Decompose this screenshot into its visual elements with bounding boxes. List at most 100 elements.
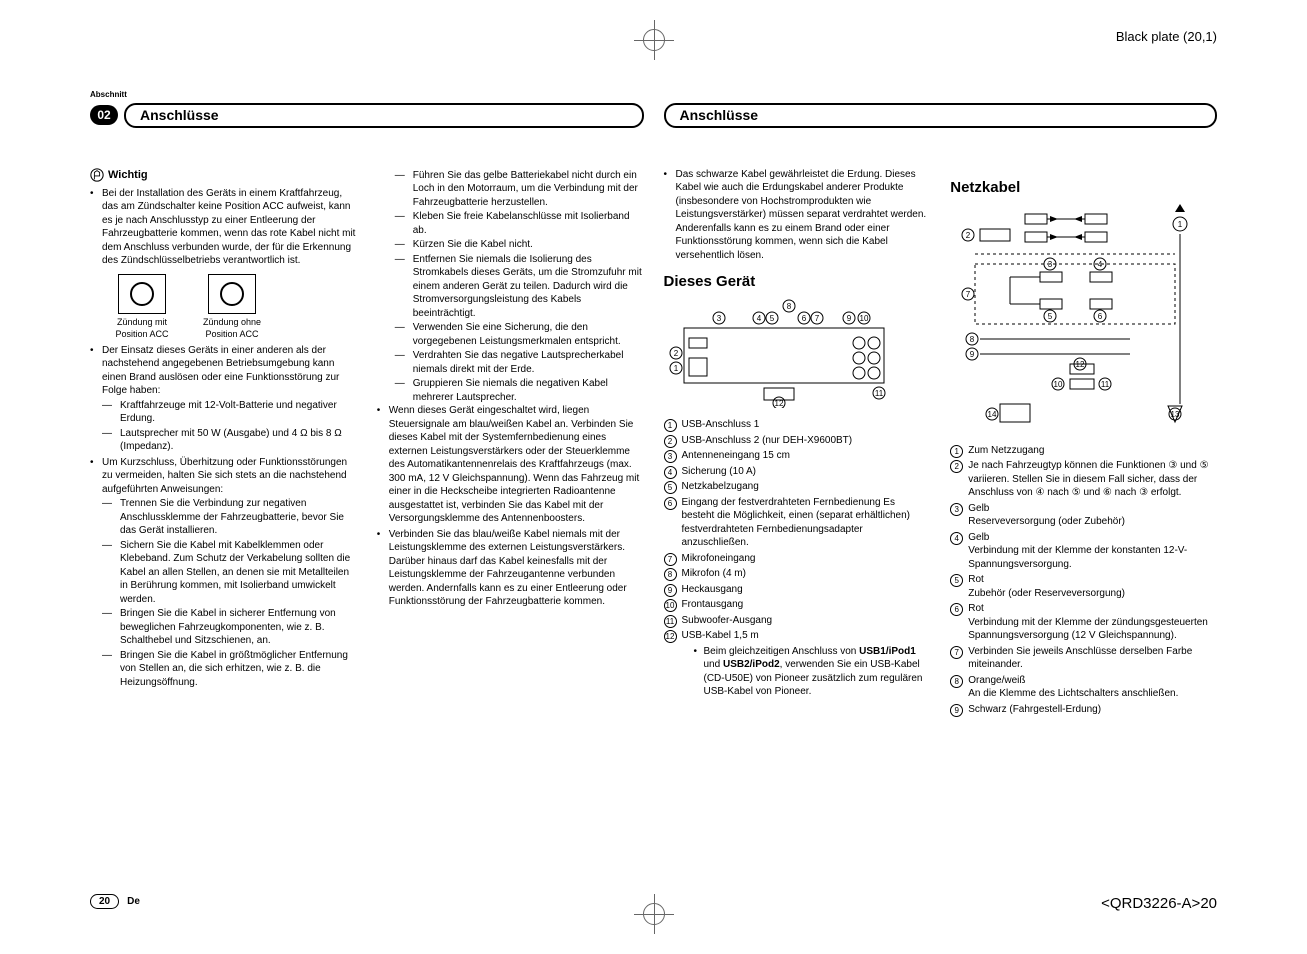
b1: USB1/iPod1 bbox=[859, 646, 916, 657]
sub-text: Zubehör (oder Reserveversorgung) bbox=[968, 587, 1217, 601]
bullet-item: Verbinden Sie das blau/weiße Kabel niema… bbox=[377, 528, 644, 609]
svg-text:8: 8 bbox=[970, 335, 975, 344]
num-item: 4Gelb Verbindung mit der Klemme der kons… bbox=[950, 531, 1217, 572]
device-list: 1USB-Anschluss 1 2USB-Anschluss 2 (nur D… bbox=[664, 418, 931, 699]
env-dash-list: Kraftfahrzeuge mit 12-Volt-Batterie und … bbox=[102, 399, 357, 454]
doc-code: <QRD3226-A>20 bbox=[1101, 894, 1217, 914]
dash-item: Verdrahten Sie das negative Lautsprecher… bbox=[395, 349, 644, 376]
num-item: 5Netzkabelzugang bbox=[664, 480, 931, 494]
column-3: Das schwarze Kabel gewährleistet die Erd… bbox=[664, 168, 931, 719]
t: Eingang der festverdrahteten Fernbedienu… bbox=[682, 497, 910, 549]
dash-item: Bringen Sie die Kabel in sicherer Entfer… bbox=[102, 607, 357, 648]
svg-text:4: 4 bbox=[1098, 260, 1103, 269]
header-row: 02 Anschlüsse Anschlüsse bbox=[90, 103, 1217, 128]
num-item: 6Rot Verbindung mit der Klemme der zündu… bbox=[950, 602, 1217, 643]
flag-icon bbox=[90, 168, 104, 182]
num-item: 6Eingang der festverdrahteten Fernbedien… bbox=[664, 496, 931, 550]
t: Beim gleichzeitigen Anschluss von bbox=[704, 646, 860, 657]
power-list: 1Zum Netzzugang 2Je nach Fahrzeugtyp kön… bbox=[950, 444, 1217, 717]
header-left: 02 Anschlüsse bbox=[90, 103, 644, 128]
dash-item: Kraftfahrzeuge mit 12-Volt-Batterie und … bbox=[102, 399, 357, 426]
ignition-figures: Zündung mit Position ACC Zündung ohne Po… bbox=[102, 274, 357, 340]
sub-text: Verbindung mit der Klemme der zündungsge… bbox=[968, 616, 1217, 643]
num-item: 3Antenneneingang 15 cm bbox=[664, 449, 931, 463]
b2: USB2/iPod2 bbox=[723, 659, 780, 670]
t: Gelb bbox=[968, 503, 989, 514]
column-4: Netzkabel 1 bbox=[950, 168, 1217, 719]
column-2: Führen Sie das gelbe Batteriekabel nicht… bbox=[377, 168, 644, 719]
important-header: Wichtig bbox=[90, 168, 357, 183]
dash-item: Kleben Sie freie Kabelanschlüsse mit Iso… bbox=[395, 210, 644, 237]
column-1: Wichtig Bei der Installation des Geräts … bbox=[90, 168, 357, 719]
num-item: 7Verbinden Sie jeweils Anschlüsse dersel… bbox=[950, 645, 1217, 672]
svg-text:4: 4 bbox=[756, 314, 761, 323]
dash-item: Bringen Sie die Kabel in größtmöglicher … bbox=[102, 649, 357, 690]
t: Antenneneingang 15 cm bbox=[682, 450, 790, 461]
col3-bullets: Das schwarze Kabel gewährleistet die Erd… bbox=[664, 168, 931, 263]
t: USB-Kabel 1,5 m bbox=[682, 630, 759, 641]
svg-text:1: 1 bbox=[1178, 220, 1183, 229]
num-item: 12USB-Kabel 1,5 m Beim gleichzeitigen An… bbox=[664, 629, 931, 699]
num-item: 1USB-Anschluss 1 bbox=[664, 418, 931, 432]
t: Schwarz (Fahrgestell-Erdung) bbox=[968, 704, 1101, 715]
col2-bullets: Wenn dieses Gerät eingeschaltet wird, li… bbox=[377, 404, 644, 609]
num-item: 9Schwarz (Fahrgestell-Erdung) bbox=[950, 703, 1217, 717]
svg-text:3: 3 bbox=[716, 314, 721, 323]
sub-text: Reserveversorgung (oder Zubehör) bbox=[968, 515, 1217, 529]
num-item: 7Mikrofoneingang bbox=[664, 552, 931, 566]
dash-item: Sichern Sie die Kabel mit Kabelklemmen o… bbox=[102, 539, 357, 607]
device-sub-bullet: Beim gleichzeitigen Anschluss von USB1/i… bbox=[682, 645, 931, 699]
ign-caption-with: Zündung mit Position ACC bbox=[102, 316, 182, 340]
svg-text:9: 9 bbox=[846, 314, 851, 323]
svg-text:8: 8 bbox=[786, 302, 791, 311]
dash-item: Verwenden Sie eine Sicherung, die den vo… bbox=[395, 321, 644, 348]
dash-item: Trennen Sie die Verbindung zur negativen… bbox=[102, 497, 357, 538]
t: Mikrofoneingang bbox=[682, 553, 756, 564]
t: Sicherung (10 A) bbox=[682, 466, 757, 477]
svg-text:6: 6 bbox=[1098, 312, 1103, 321]
svg-text:11: 11 bbox=[874, 389, 883, 398]
important-list-1: Bei der Installation des Geräts in einem… bbox=[90, 187, 357, 268]
section-number-badge: 02 bbox=[90, 105, 118, 125]
t: USB-Anschluss 1 bbox=[682, 419, 760, 430]
sub-text: An die Klemme des Lichtschalters anschli… bbox=[968, 687, 1217, 701]
text: Um Kurzschluss, Überhitzung oder Funktio… bbox=[102, 457, 347, 495]
text: Der Einsatz dieses Geräts in einer ander… bbox=[102, 345, 339, 397]
svg-text:7: 7 bbox=[814, 314, 819, 323]
t: Zum Netzzugang bbox=[968, 445, 1044, 456]
lang-code: De bbox=[127, 895, 140, 909]
t: Subwoofer-Ausgang bbox=[682, 615, 773, 626]
num-item: 5Rot Zubehör (oder Reserveversorgung) bbox=[950, 573, 1217, 600]
num-item: 8Orange/weiß An die Klemme des Lichtscha… bbox=[950, 674, 1217, 701]
svg-text:10: 10 bbox=[1054, 380, 1063, 389]
page-number: 20 bbox=[90, 894, 119, 910]
svg-text:2: 2 bbox=[673, 349, 678, 358]
bullet-item: Wenn dieses Gerät eingeschaltet wird, li… bbox=[377, 404, 644, 526]
svg-text:6: 6 bbox=[801, 314, 806, 323]
num-item: 10Frontausgang bbox=[664, 598, 931, 612]
num-item: 2USB-Anschluss 2 (nur DEH-X9600BT) bbox=[664, 434, 931, 448]
svg-text:5: 5 bbox=[769, 314, 774, 323]
t: Frontausgang bbox=[682, 599, 744, 610]
t: und bbox=[704, 659, 723, 670]
ignition-without-acc: Zündung ohne Position ACC bbox=[192, 274, 272, 340]
svg-text:12: 12 bbox=[774, 399, 783, 408]
bullet-item: Um Kurzschluss, Überhitzung oder Funktio… bbox=[90, 456, 357, 690]
svg-text:14: 14 bbox=[988, 410, 997, 419]
dash-item: Entfernen Sie niemals die Isolierung des… bbox=[395, 253, 644, 321]
t: Je nach Fahrzeugtyp können die Funktione… bbox=[968, 460, 1208, 498]
important-text: Wichtig bbox=[108, 169, 148, 181]
num-item: 8Mikrofon (4 m) bbox=[664, 567, 931, 581]
ignition-with-acc: Zündung mit Position ACC bbox=[102, 274, 182, 340]
plate-marker: Black plate (20,1) bbox=[1116, 28, 1217, 46]
t: Rot bbox=[968, 574, 984, 585]
num-item: 2Je nach Fahrzeugtyp können die Funktion… bbox=[950, 459, 1217, 500]
col2-dash-list: Führen Sie das gelbe Batteriekabel nicht… bbox=[377, 169, 644, 405]
svg-text:10: 10 bbox=[859, 314, 868, 323]
short-dash-list: Trennen Sie die Verbindung zur negativen… bbox=[102, 497, 357, 689]
t: Verbinden Sie jeweils Anschlüsse derselb… bbox=[968, 646, 1192, 671]
svg-text:3: 3 bbox=[1048, 260, 1053, 269]
t: Netzkabelzugang bbox=[682, 481, 759, 492]
section-label: Abschnitt bbox=[90, 90, 1217, 101]
device-diagram-svg: 3 4 5 6 7 8 9 10 2 1 12 11 bbox=[664, 298, 914, 408]
